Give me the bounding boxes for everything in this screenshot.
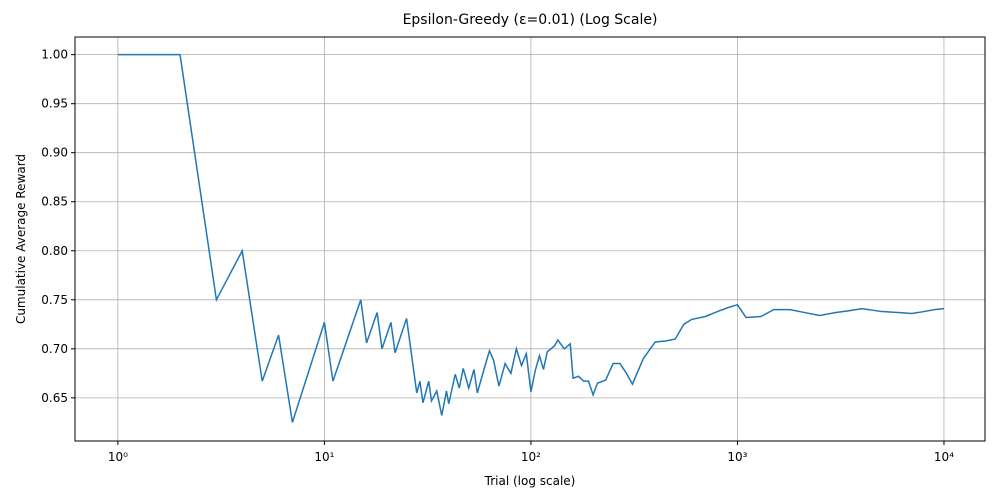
- y-tick-label: 0.70: [41, 342, 68, 356]
- y-tick-label: 0.80: [41, 244, 68, 258]
- line-series: [117, 53, 945, 423]
- y-tick-label: 0.90: [41, 146, 68, 160]
- x-tick-label: 10⁰: [108, 450, 128, 464]
- y-tick-label: 0.85: [41, 195, 68, 209]
- y-tick-label: 0.75: [41, 293, 68, 307]
- y-tick-label: 0.65: [41, 391, 68, 405]
- chart-title: Epsilon-Greedy (ε=0.01) (Log Scale): [403, 12, 658, 28]
- x-tick-label: 10²: [521, 450, 541, 464]
- y-axis-label: Cumulative Average Reward: [14, 154, 28, 324]
- x-tick-label: 10³: [727, 450, 747, 464]
- x-axis-label: Trial (log scale): [484, 474, 576, 488]
- plot-frame: [74, 36, 986, 442]
- y-tick-label: 1.00: [41, 48, 68, 62]
- x-tick-label: 10¹: [314, 450, 334, 464]
- y-tick-label: 0.95: [41, 97, 68, 111]
- x-tick-label: 10⁴: [934, 450, 954, 464]
